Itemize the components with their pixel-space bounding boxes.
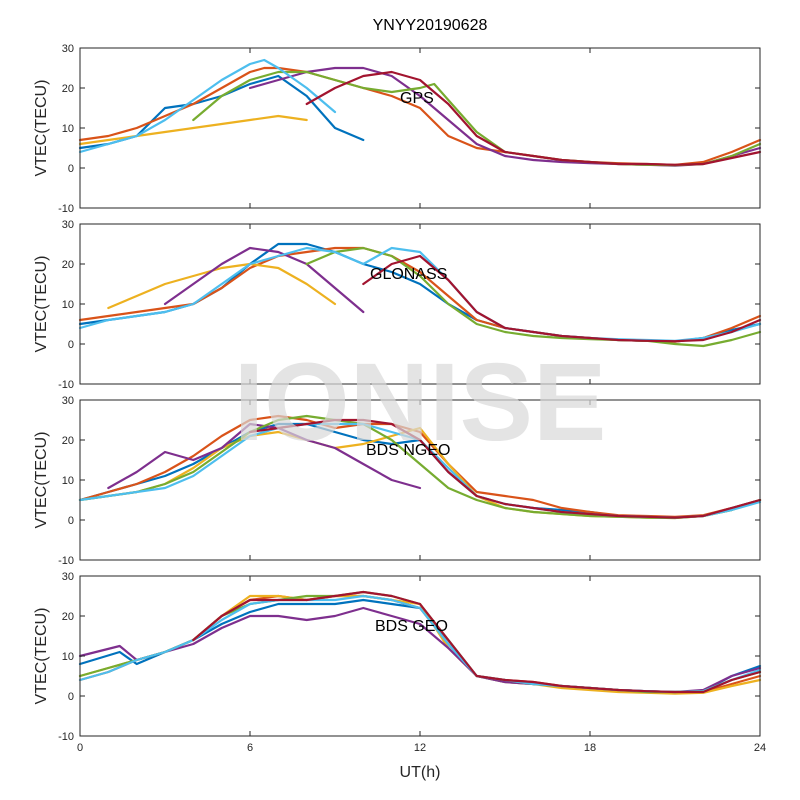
y-axis-label: VTEC(TECU) xyxy=(33,80,50,177)
y-tick-label: 0 xyxy=(68,339,74,351)
y-tick-label: 20 xyxy=(62,435,74,447)
y-tick-label: 10 xyxy=(62,299,74,311)
y-tick-label: 10 xyxy=(62,123,74,135)
y-axis-label: VTEC(TECU) xyxy=(33,256,50,353)
watermark-text: IONISE xyxy=(234,341,607,464)
panel-3: -10 0 10 20 30 VTEC(TECU) BDS NGEO xyxy=(33,395,762,567)
panel-label: GPS xyxy=(400,90,434,107)
series-line xyxy=(107,262,337,310)
series-line xyxy=(78,114,308,146)
panel-2: -10 0 10 20 30 VTEC(TECU) GLONASS xyxy=(33,219,762,391)
y-tick-label: 10 xyxy=(62,651,74,663)
x-tick-label: 12 xyxy=(414,742,426,754)
y-tick-label: 30 xyxy=(62,43,74,55)
panel-label: BDS GEO xyxy=(375,618,448,635)
y-tick-label: -10 xyxy=(58,731,74,743)
series-line xyxy=(248,418,762,519)
y-tick-label: 30 xyxy=(62,395,74,407)
series-line xyxy=(362,254,762,343)
series-line xyxy=(192,590,762,694)
y-axis-label: VTEC(TECU) xyxy=(33,432,50,529)
y-axis-label: VTEC(TECU) xyxy=(33,608,50,705)
y-tick-label: 20 xyxy=(62,259,74,271)
series-line xyxy=(305,70,762,166)
y-tick-label: 30 xyxy=(62,219,74,231)
x-tick-label: 6 xyxy=(247,742,253,754)
y-tick-label: 20 xyxy=(62,83,74,95)
y-tick-label: -10 xyxy=(58,203,74,215)
series-line xyxy=(163,246,365,314)
panel-1: -10 0 10 20 30 VTEC(TECU) GPS xyxy=(33,43,762,215)
chart-title: YNYY20190628 xyxy=(373,17,488,34)
panel-label: GLONASS xyxy=(370,266,447,283)
y-tick-label: -10 xyxy=(58,555,74,567)
y-tick-label: 30 xyxy=(62,571,74,583)
y-tick-label: -10 xyxy=(58,379,74,391)
y-tick-label: 10 xyxy=(62,475,74,487)
x-tick-label: 0 xyxy=(77,742,83,754)
y-tick-label: 0 xyxy=(68,691,74,703)
x-tick-label: 18 xyxy=(584,742,596,754)
y-tick-label: 0 xyxy=(68,163,74,175)
x-axis-label: UT(h) xyxy=(400,764,441,781)
x-tick-label: 24 xyxy=(754,742,766,754)
y-tick-label: 20 xyxy=(62,611,74,623)
y-tick-label: 0 xyxy=(68,515,74,527)
series-line xyxy=(78,58,337,154)
panel-label: BDS NGEO xyxy=(366,442,450,459)
